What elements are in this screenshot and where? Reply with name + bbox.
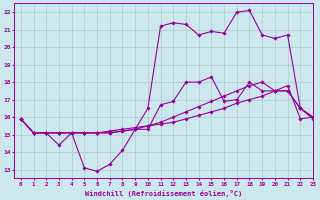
X-axis label: Windchill (Refroidissement éolien,°C): Windchill (Refroidissement éolien,°C) bbox=[85, 190, 242, 197]
